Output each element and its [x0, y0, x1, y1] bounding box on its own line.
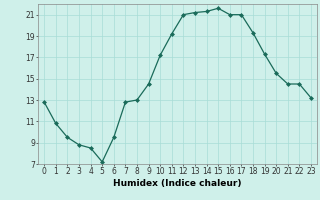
- X-axis label: Humidex (Indice chaleur): Humidex (Indice chaleur): [113, 179, 242, 188]
